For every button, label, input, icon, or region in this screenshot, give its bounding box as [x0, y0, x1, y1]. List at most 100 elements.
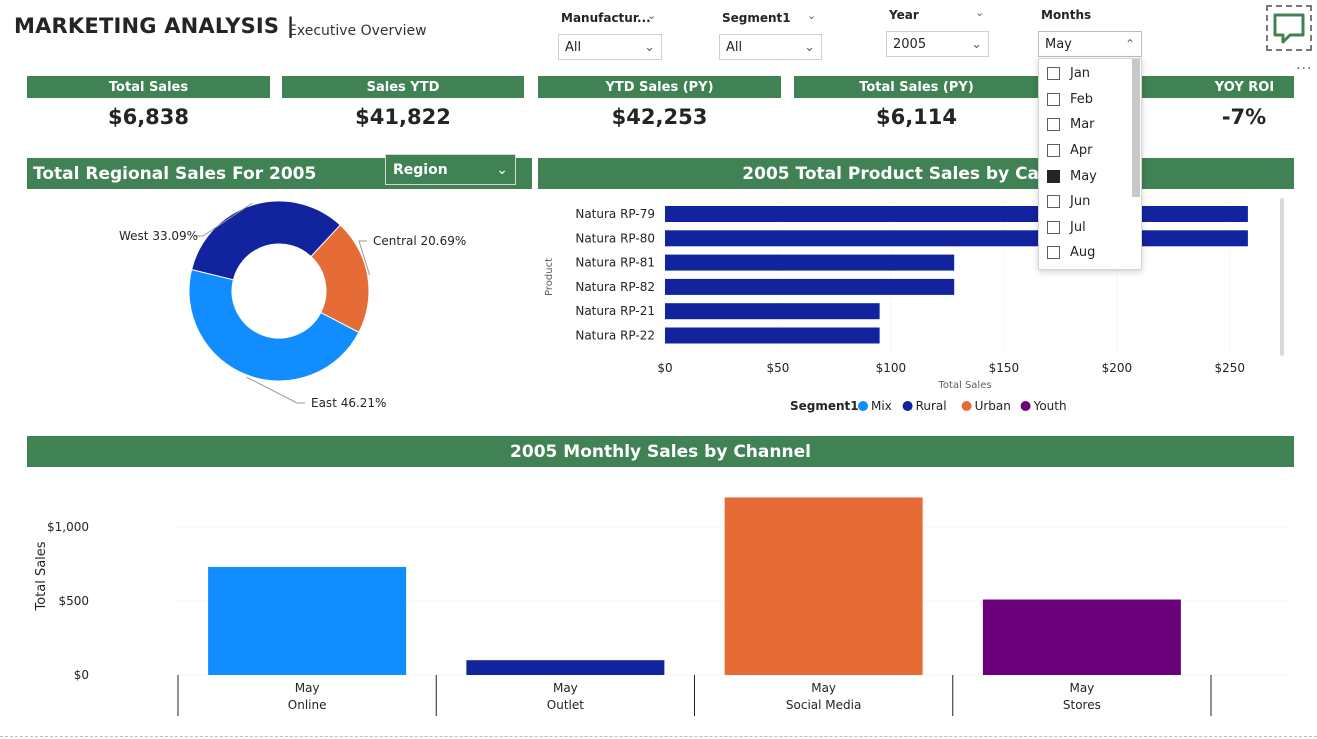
channel-bar[interactable]	[982, 599, 1181, 675]
comment-icon-frame[interactable]	[1266, 5, 1312, 51]
kpi-total-sales-py-header: Total Sales (PY)	[794, 76, 1039, 98]
checkbox-icon[interactable]	[1047, 118, 1060, 132]
month-option-jan[interactable]: Jan	[1039, 61, 1141, 87]
channel-bar[interactable]	[724, 497, 923, 675]
chevron-down-icon: ⌄	[804, 39, 815, 55]
kpi-total-sales-py-value: $6,114	[875, 105, 958, 129]
regional-donut-chart: West 33.09% Central 20.69% East 46.21%	[119, 200, 466, 410]
kpi-sales-ytd-value: $41,822	[355, 105, 451, 129]
channel-bar[interactable]	[466, 660, 665, 675]
channel-bar-chart: $0 $500 $1,000 Total Sales May Online May Outle…	[34, 497, 1287, 716]
months-list-scrollbar[interactable]	[1132, 59, 1140, 197]
y-tick-label: Natura RP-81	[575, 256, 655, 270]
months-value: May	[1045, 36, 1072, 52]
product-sales-title: 2005 Total Product Sales by Cate	[742, 163, 1059, 184]
channel-sales-title: 2005 Monthly Sales by Channel	[510, 441, 811, 462]
kpi-ytd-sales-py-header: YTD Sales (PY)	[538, 76, 781, 98]
manufacturer-slicer-label: Manufactur...	[561, 11, 651, 25]
donut-slice-west[interactable]	[190, 200, 341, 281]
legend-label[interactable]: Urban	[975, 399, 1011, 413]
year-slicer-label: Year	[889, 8, 919, 22]
y-tick-label: $0	[74, 668, 89, 682]
regional-sales-title: Total Regional Sales For 2005	[33, 163, 317, 184]
chart-scrollbar[interactable]	[1280, 198, 1284, 356]
month-option-feb[interactable]: Feb	[1039, 87, 1141, 113]
kpi-yoy-roi-value-wrap: -7%	[1050, 105, 1294, 129]
month-option-aug[interactable]: Aug	[1039, 240, 1141, 266]
month-option-label: Jul	[1070, 219, 1086, 235]
kpi-total-sales-header: Total Sales	[27, 76, 270, 98]
x-tick-label: $250	[1215, 361, 1246, 375]
checkbox-icon[interactable]	[1047, 169, 1060, 183]
region-dropdown-label: Region	[393, 161, 448, 178]
month-option-jul[interactable]: Jul	[1039, 215, 1141, 241]
region-dropdown[interactable]: Region ⌄	[385, 154, 516, 185]
legend-marker[interactable]	[858, 401, 868, 411]
product-bar[interactable]	[665, 278, 955, 295]
legend-title: Segment1	[790, 399, 859, 413]
product-bar-chart: $0 $50 $100 $150 $200 $250 Natura RP-79 Natura …	[544, 198, 1284, 413]
chevron-down-icon[interactable]: ⌄	[807, 9, 817, 22]
manufacturer-dropdown[interactable]: All ⌄	[558, 34, 662, 60]
kpi-ytd-sales-py-value: $42,253	[611, 105, 708, 129]
page-bottom-divider	[0, 736, 1317, 737]
segment-dropdown[interactable]: All ⌄	[719, 34, 822, 60]
donut-slice-east[interactable]	[188, 268, 360, 382]
product-bar[interactable]	[665, 206, 1248, 222]
checkbox-icon[interactable]	[1047, 144, 1060, 158]
manufacturer-value: All	[565, 39, 582, 55]
segment-slicer-label: Segment1	[722, 11, 791, 25]
chevron-up-icon: ⌃	[1124, 37, 1135, 51]
months-dropdown-list[interactable]: Jan Feb Mar Apr May Jun Jul Aug	[1038, 58, 1142, 270]
x-tick-channel-label: Social Media	[786, 698, 861, 712]
chevron-down-icon: ⌄	[644, 39, 655, 55]
year-dropdown[interactable]: 2005 ⌄	[886, 31, 989, 57]
checkbox-icon[interactable]	[1047, 246, 1060, 260]
chevron-down-icon[interactable]: ⌄	[647, 9, 657, 22]
chevron-down-icon: ⌄	[496, 161, 508, 178]
x-tick-month-label: May	[553, 681, 578, 695]
legend-marker[interactable]	[961, 401, 972, 411]
product-bar[interactable]	[665, 230, 1248, 247]
legend-marker[interactable]	[1020, 401, 1031, 411]
month-option-apr[interactable]: Apr	[1039, 138, 1141, 164]
legend-label[interactable]: Youth	[1033, 399, 1067, 413]
y-axis-title: Product	[544, 258, 555, 296]
segment-value: All	[726, 39, 743, 55]
legend-marker[interactable]	[902, 401, 913, 411]
checkbox-icon[interactable]	[1047, 220, 1060, 234]
months-slicer-label: Months	[1041, 8, 1092, 22]
page-subtitle: Executive Overview	[288, 23, 427, 39]
x-tick-label: $0	[657, 361, 672, 375]
y-tick-label: Natura RP-82	[575, 280, 655, 294]
kpi-yoy-roi-label: YOY ROI	[1214, 79, 1275, 95]
month-option-may[interactable]: May	[1039, 163, 1141, 189]
month-option-label: Feb	[1070, 91, 1094, 107]
kpi-total-sales-value: $6,838	[107, 105, 190, 129]
x-tick-month-label: May	[1069, 681, 1094, 695]
checkbox-icon[interactable]	[1047, 92, 1060, 106]
x-tick-month-label: May	[295, 681, 320, 695]
more-options-icon[interactable]: ...	[1296, 57, 1313, 73]
checkbox-icon[interactable]	[1047, 67, 1060, 81]
month-option-mar[interactable]: Mar	[1039, 112, 1141, 138]
month-option-label: Jan	[1070, 66, 1091, 82]
legend-label[interactable]: Rural	[916, 399, 947, 413]
donut-leader-line	[246, 376, 305, 404]
x-tick-label: $100	[876, 361, 907, 375]
x-axis-title: Total Sales	[937, 380, 991, 391]
product-bar[interactable]	[665, 254, 955, 271]
x-tick-label: $50	[767, 361, 790, 375]
x-tick-channel-label: Online	[288, 698, 327, 712]
y-axis-title: Total Sales	[34, 541, 49, 611]
chevron-down-icon[interactable]: ⌄	[975, 6, 985, 19]
product-bar[interactable]	[665, 303, 880, 320]
checkbox-icon[interactable]	[1047, 195, 1060, 209]
month-option-jun[interactable]: Jun	[1039, 189, 1141, 215]
y-tick-label: Natura RP-21	[575, 304, 655, 318]
channel-bar[interactable]	[208, 566, 407, 675]
x-tick-label: $150	[989, 361, 1020, 375]
months-dropdown[interactable]: May ⌃	[1038, 31, 1142, 57]
product-bar[interactable]	[665, 327, 880, 344]
legend-label[interactable]: Mix	[871, 399, 892, 413]
